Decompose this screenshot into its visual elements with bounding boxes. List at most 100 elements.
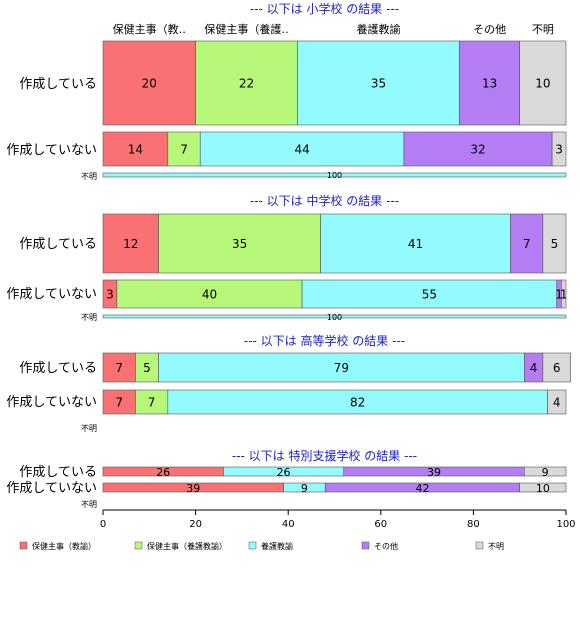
column-header-label: その他: [473, 23, 506, 36]
tick-label: 40: [282, 519, 295, 530]
data-label: 4: [553, 396, 561, 410]
row-label: 不明: [81, 500, 97, 509]
data-label: 22: [239, 77, 254, 91]
legend-swatch: [248, 541, 257, 550]
legend-swatch: [475, 541, 484, 550]
data-label: 35: [232, 237, 247, 251]
data-label: 7: [115, 396, 123, 410]
data-label: 3: [555, 143, 563, 157]
bar-segment: [102, 172, 567, 178]
data-label: 82: [350, 396, 365, 410]
data-label: 4: [530, 361, 538, 375]
bar-segment: [135, 389, 169, 415]
bar-segment: [561, 279, 567, 309]
bar-segment: [542, 352, 571, 383]
data-label: 20: [142, 77, 157, 91]
row-label: 作成している: [19, 77, 97, 92]
data-label: 100: [327, 171, 342, 180]
data-label: 55: [422, 288, 437, 302]
bar-segment: [195, 40, 298, 126]
legend-label: その他: [374, 541, 398, 551]
bar-segment: [102, 131, 169, 167]
data-label: 41: [408, 237, 423, 251]
data-label: 1: [560, 288, 568, 302]
tick-label: 60: [374, 519, 387, 530]
bar-segment: [301, 279, 558, 309]
data-label: 9: [301, 482, 308, 495]
row-label: 作成していない: [6, 395, 97, 410]
legend-label: 保健主事（教諭）: [32, 541, 96, 551]
row-label: 作成していない: [6, 287, 97, 302]
column-header-label: 保健主事（養護‥: [204, 22, 288, 36]
row-label: 作成している: [19, 465, 97, 480]
data-label: 40: [202, 288, 217, 302]
bar-segment: [547, 389, 567, 415]
data-label: 12: [123, 237, 138, 251]
data-label: 9: [542, 466, 549, 479]
legend-label: 養護教諭: [261, 541, 293, 551]
row-label: 不明: [81, 172, 97, 181]
data-label: 7: [115, 361, 123, 375]
data-label: 5: [143, 361, 151, 375]
section-title: --- 以下は 小学校 の結果 ---: [250, 1, 399, 16]
data-label: 26: [277, 466, 291, 479]
data-label: 5: [551, 237, 559, 251]
bar-segment: [116, 279, 303, 309]
column-header: 保健主事（教‥ 保健主事（養護‥ 養護教諭 その他 不明: [113, 22, 554, 36]
bar-segment: [510, 213, 544, 274]
chart-section: --- 以下は 特別支援学校 の結果 --- 作成している 26 26 39 9 作成してい…: [6, 448, 567, 509]
data-label: 32: [470, 143, 485, 157]
data-label: 100: [327, 313, 342, 322]
section-title: --- 以下は 中学校 の結果 ---: [250, 193, 399, 208]
row-label: 不明: [81, 424, 97, 433]
legend-swatch: [361, 541, 370, 550]
x-axis: 0 20 40 60 80 100: [100, 509, 576, 530]
bar-segment: [102, 213, 159, 274]
data-label: 10: [536, 482, 550, 495]
bar-segment: [167, 389, 548, 415]
bar-segment: [158, 213, 321, 274]
tick-label: 20: [189, 519, 202, 530]
tick-label: 100: [556, 519, 575, 530]
chart-sections: --- 以下は 小学校 の結果 ---作成している 20 22 35 13 10作成してい…: [6, 1, 571, 509]
bar-segment: [297, 40, 460, 126]
chart-section: --- 以下は 中学校 の結果 --- 作成している 12 35 41 7 5 作成していない…: [6, 193, 567, 322]
legend-swatch: [134, 541, 143, 550]
data-label: 7: [180, 143, 188, 157]
section-title: --- 以下は 高等学校 の結果 ---: [244, 333, 405, 348]
bar-segment: [199, 131, 405, 167]
row-label: 作成している: [19, 237, 97, 252]
bar-segment: [102, 314, 567, 319]
bar-segment: [403, 131, 553, 167]
data-label: 10: [535, 77, 550, 91]
data-label: 35: [371, 77, 386, 91]
bar-segment: [551, 131, 567, 167]
legend: 保健主事（教諭） 保健主事（養護教諭） 養護教諭 その他 不明: [19, 541, 504, 551]
column-header-label: 養護教諭: [356, 22, 400, 36]
data-label: 42: [415, 482, 429, 495]
row-label: 作成していない: [6, 143, 97, 158]
data-label: 1: [555, 288, 563, 302]
bar-segment: [320, 213, 511, 274]
legend-label: 保健主事（養護教諭）: [147, 541, 227, 551]
chart-section: --- 以下は 高等学校 の結果 --- 作成している 7 5 79 4 6 作成していない 7…: [6, 333, 571, 433]
data-label: 13: [482, 77, 497, 91]
legend-swatch: [19, 541, 28, 550]
bar-segment: [167, 131, 201, 167]
data-label: 44: [294, 143, 309, 157]
row-label: 作成していない: [6, 481, 97, 496]
tick-label: 80: [467, 519, 480, 530]
data-label: 3: [106, 288, 114, 302]
data-label: 39: [186, 482, 200, 495]
bar-segment: [524, 466, 567, 477]
data-label: 6: [553, 361, 561, 375]
section-title: --- 以下は 特別支援学校 の結果 ---: [232, 448, 417, 463]
bar-segment: [459, 40, 521, 126]
tick-label: 0: [100, 519, 106, 530]
bar-segment: [102, 40, 196, 126]
column-header-label: 保健主事（教‥: [113, 22, 186, 36]
column-header-label: 不明: [532, 23, 554, 36]
row-label: 作成している: [19, 361, 97, 376]
data-label: 26: [156, 466, 170, 479]
